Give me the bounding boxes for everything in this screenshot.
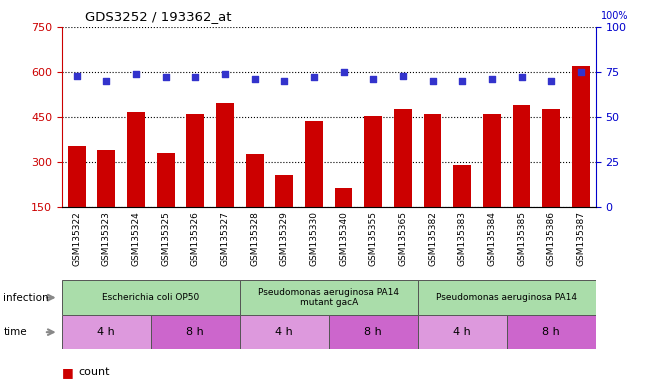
- Point: [339, 69, 349, 75]
- Text: GSM135328: GSM135328: [250, 211, 259, 266]
- Text: GSM135329: GSM135329: [280, 211, 289, 266]
- Bar: [98, 150, 115, 253]
- Text: GSM135383: GSM135383: [458, 211, 467, 266]
- Text: 8 h: 8 h: [542, 327, 560, 337]
- Bar: [453, 165, 471, 253]
- Point: [457, 78, 467, 84]
- Text: 8 h: 8 h: [186, 327, 204, 337]
- Point: [546, 78, 557, 84]
- Text: GSM135382: GSM135382: [428, 211, 437, 266]
- Text: GSM135322: GSM135322: [72, 211, 81, 266]
- Text: GSM135385: GSM135385: [517, 211, 526, 266]
- Bar: [62, 315, 151, 349]
- Text: 4 h: 4 h: [98, 327, 115, 337]
- Bar: [127, 112, 145, 253]
- Text: GSM135330: GSM135330: [309, 211, 318, 266]
- Bar: [572, 66, 590, 253]
- Bar: [240, 315, 329, 349]
- Text: GSM135355: GSM135355: [368, 211, 378, 266]
- Text: GSM135326: GSM135326: [191, 211, 200, 266]
- Text: GSM135323: GSM135323: [102, 211, 111, 266]
- Bar: [512, 105, 531, 253]
- Text: count: count: [78, 367, 109, 377]
- Point: [575, 69, 586, 75]
- Text: GSM135386: GSM135386: [547, 211, 556, 266]
- Text: ■: ■: [62, 366, 74, 379]
- Text: 4 h: 4 h: [453, 327, 471, 337]
- Point: [160, 74, 171, 81]
- Bar: [483, 114, 501, 253]
- Bar: [329, 315, 418, 349]
- Text: 100%: 100%: [601, 12, 628, 22]
- Text: GSM135327: GSM135327: [221, 211, 229, 266]
- Text: GSM135325: GSM135325: [161, 211, 170, 266]
- Bar: [335, 188, 352, 253]
- Point: [131, 71, 141, 77]
- Text: 4 h: 4 h: [275, 327, 293, 337]
- Point: [487, 76, 497, 82]
- Text: GSM135384: GSM135384: [488, 211, 496, 266]
- Point: [101, 78, 111, 84]
- Bar: [424, 114, 441, 253]
- Text: Escherichia coli OP50: Escherichia coli OP50: [102, 293, 199, 302]
- Point: [368, 76, 378, 82]
- Text: GDS3252 / 193362_at: GDS3252 / 193362_at: [85, 10, 231, 23]
- Point: [516, 74, 527, 81]
- Text: GSM135340: GSM135340: [339, 211, 348, 266]
- Text: GSM135324: GSM135324: [132, 211, 141, 266]
- Bar: [506, 315, 596, 349]
- Bar: [186, 114, 204, 253]
- Point: [249, 76, 260, 82]
- Text: infection: infection: [3, 293, 49, 303]
- Text: GSM135387: GSM135387: [576, 211, 585, 266]
- Bar: [245, 154, 264, 253]
- Point: [309, 74, 319, 81]
- Text: GSM135365: GSM135365: [398, 211, 408, 266]
- Bar: [62, 280, 240, 315]
- Bar: [151, 315, 240, 349]
- Bar: [418, 280, 596, 315]
- Point: [220, 71, 230, 77]
- Point: [279, 78, 290, 84]
- Bar: [365, 116, 382, 253]
- Text: Pseudomonas aeruginosa PA14: Pseudomonas aeruginosa PA14: [436, 293, 577, 302]
- Bar: [305, 121, 323, 253]
- Text: 8 h: 8 h: [365, 327, 382, 337]
- Bar: [157, 153, 174, 253]
- Point: [72, 73, 82, 79]
- Point: [398, 73, 408, 79]
- Point: [190, 74, 201, 81]
- Bar: [542, 109, 560, 253]
- Bar: [418, 315, 506, 349]
- Bar: [394, 109, 412, 253]
- Point: [427, 78, 437, 84]
- Bar: [275, 175, 293, 253]
- Bar: [240, 280, 418, 315]
- Bar: [216, 103, 234, 253]
- Text: time: time: [3, 327, 27, 337]
- Bar: [68, 146, 85, 253]
- Text: Pseudomonas aeruginosa PA14
mutant gacA: Pseudomonas aeruginosa PA14 mutant gacA: [258, 288, 399, 307]
